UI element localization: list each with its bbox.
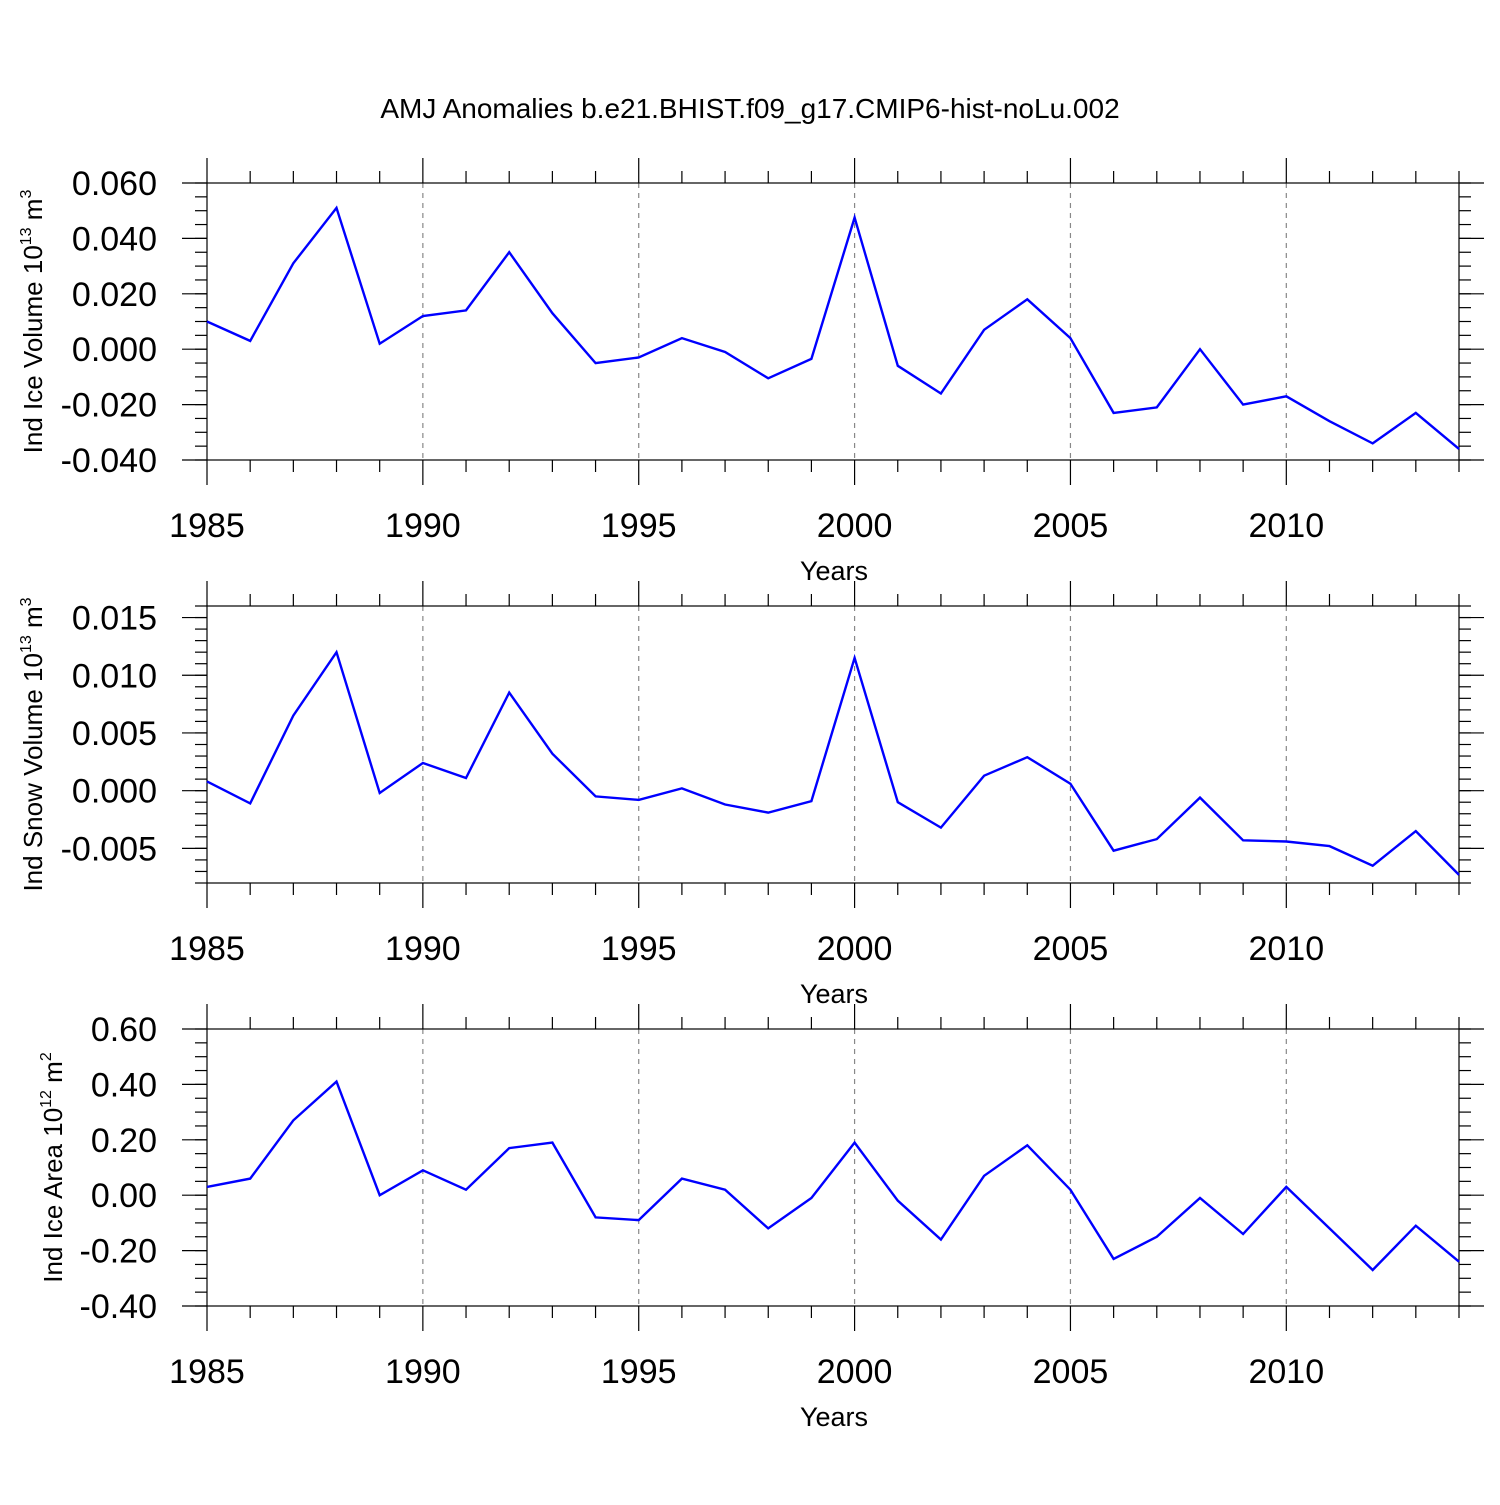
- chart-panel-1: 1985 1990 1995 2000 2005 2010 Years -0.040 -0.02…: [18, 158, 1484, 586]
- y-axis-label-text: Ind Ice Area 10: [38, 1108, 68, 1283]
- y-tick-label: 0.020: [72, 276, 157, 314]
- y-axis-label-text: Ind Snow Volume 10: [18, 653, 48, 892]
- x-tick-label: 2000: [817, 507, 893, 545]
- y-axis-label-unit-exponent: 3: [18, 190, 35, 199]
- figure-title: AMJ Anomalies b.e21.BHIST.f09_g17.CMIP6-…: [380, 93, 1119, 124]
- x-axis-label: Years: [800, 979, 868, 1009]
- x-tick-label: 2010: [1248, 930, 1324, 968]
- x-tick-label: 2010: [1248, 1353, 1324, 1391]
- y-tick-label: 0.000: [72, 331, 157, 369]
- y-axis-label-unit-exponent: 3: [18, 597, 35, 606]
- x-tick-label: 2010: [1248, 507, 1324, 545]
- y-tick-label: 0.060: [72, 165, 157, 203]
- y-tick-label: -0.005: [61, 830, 157, 868]
- y-axis-label-unit: m: [38, 1061, 68, 1090]
- y-tick-label: 0.20: [91, 1122, 157, 1160]
- x-axis-label: Years: [800, 556, 868, 586]
- x-tick-label: 1995: [601, 507, 677, 545]
- x-tick-label: 2005: [1033, 1353, 1109, 1391]
- x-tick-label: 1995: [601, 930, 677, 968]
- y-axis-label: Ind Ice Area 1012 m2: [38, 1052, 68, 1283]
- y-axis-label-unit: m: [18, 199, 48, 228]
- y-tick-label: 0.40: [91, 1066, 157, 1104]
- x-tick-label: 1990: [385, 507, 461, 545]
- y-axis-label-unit: m: [18, 606, 48, 635]
- x-tick-label: 1985: [169, 930, 245, 968]
- y-tick-label: 0.015: [72, 600, 157, 638]
- chart-panel-3: 1985 1990 1995 2000 2005 2010 Years -0.40 -0.20 0…: [38, 1004, 1484, 1432]
- y-tick-label: 0.60: [91, 1011, 157, 1049]
- x-tick-label: 2000: [817, 930, 893, 968]
- y-axis-label-exponent: 13: [18, 635, 35, 653]
- x-tick-label: 1995: [601, 1353, 677, 1391]
- series-line-2: [207, 652, 1459, 875]
- y-tick-label: -0.40: [80, 1288, 158, 1326]
- x-axis-label: Years: [800, 1402, 868, 1432]
- y-tick-label: 0.005: [72, 715, 157, 753]
- plot-frame: [207, 1029, 1459, 1306]
- y-tick-label: 0.00: [91, 1177, 157, 1215]
- y-axis-label-exponent: 12: [38, 1090, 55, 1108]
- y-axis-label-unit-exponent: 2: [38, 1052, 55, 1061]
- series-line-1: [207, 208, 1459, 449]
- y-tick-label: -0.020: [61, 387, 157, 425]
- x-tick-label: 2000: [817, 1353, 893, 1391]
- y-axis-label-text: Ind Ice Volume 10: [18, 245, 48, 453]
- x-tick-label: 1990: [385, 1353, 461, 1391]
- y-axis-label: Ind Snow Volume 1013 m3: [18, 597, 48, 891]
- x-tick-label: 1990: [385, 930, 461, 968]
- y-tick-label: 0.040: [72, 220, 157, 258]
- y-tick-label: 0.010: [72, 657, 157, 695]
- x-tick-label: 1985: [169, 1353, 245, 1391]
- y-tick-label: -0.040: [61, 442, 157, 480]
- y-tick-label: -0.20: [80, 1233, 158, 1271]
- y-axis-label-exponent: 13: [18, 227, 35, 245]
- y-tick-label: 0.000: [72, 773, 157, 811]
- x-tick-label: 2005: [1033, 930, 1109, 968]
- chart-panel-2: 1985 1990 1995 2000 2005 2010 Years -0.005 0.000…: [18, 581, 1484, 1009]
- x-tick-label: 1985: [169, 507, 245, 545]
- series-line-3: [207, 1082, 1459, 1270]
- y-axis-label: Ind Ice Volume 1013 m3: [18, 190, 48, 454]
- x-tick-label: 2005: [1033, 507, 1109, 545]
- plot-frame: [207, 183, 1459, 460]
